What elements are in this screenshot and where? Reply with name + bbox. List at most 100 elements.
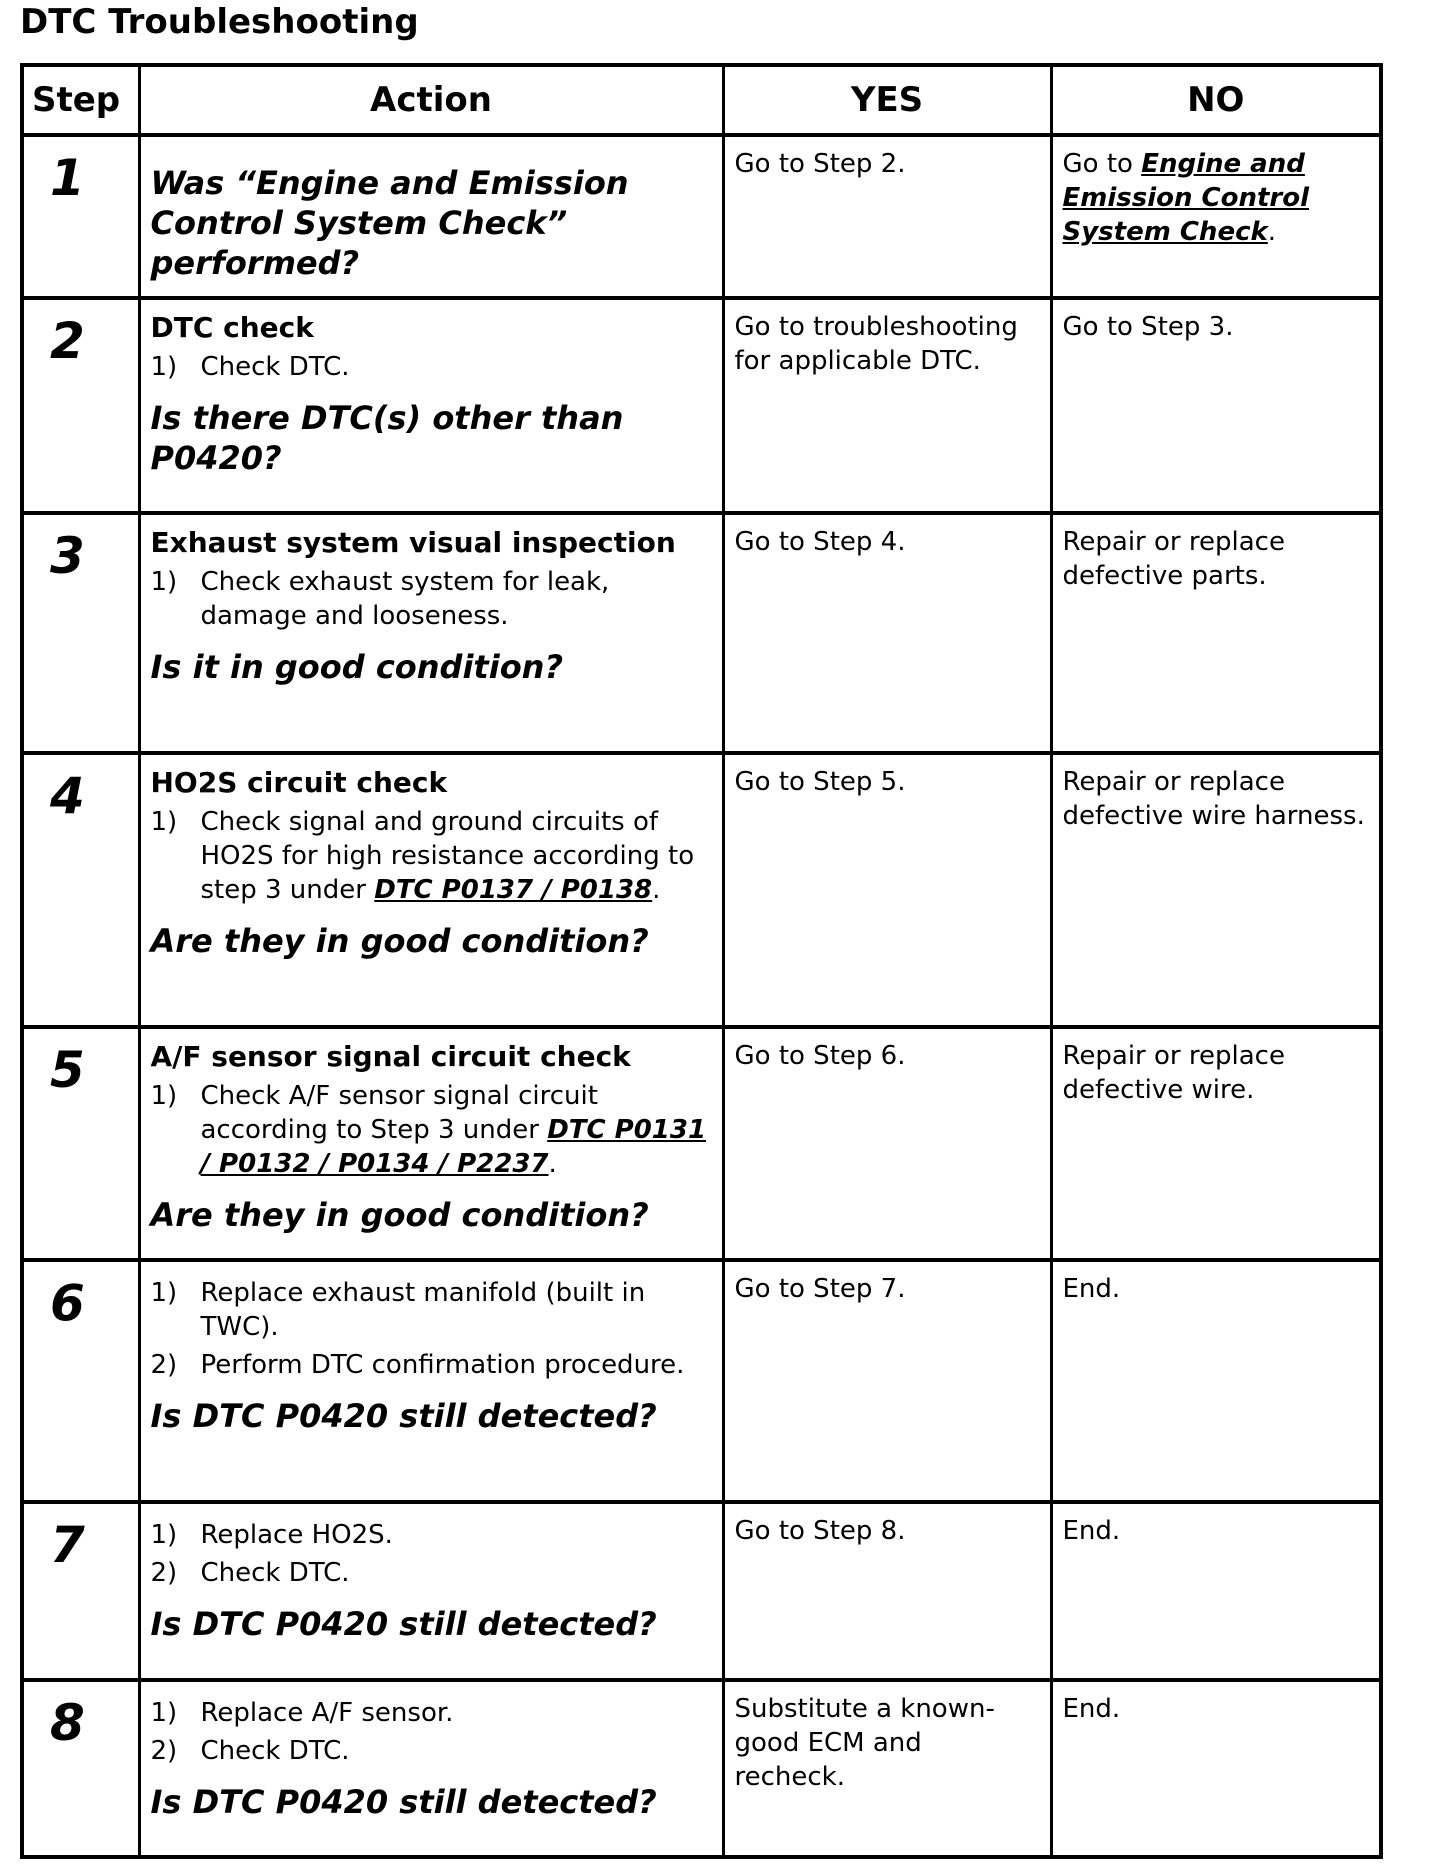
yes-cell: Substitute a known-good ECM and recheck. (721, 1678, 1053, 1859)
item-number: 2) (150, 1736, 178, 1766)
item-text: Check DTC. (201, 1734, 350, 1768)
page-title: DTC Troubleshooting (20, 2, 419, 42)
action-heading: HO2S circuit check (150, 766, 448, 799)
action-cell: 1) Replace exhaust manifold (built in TWC… (137, 1258, 725, 1504)
action-item: 2) Check DTC. (151, 1734, 712, 1768)
no-text: Go to (1062, 149, 1142, 179)
action-heading: Exhaust system visual inspection (150, 526, 676, 559)
header-row: Step Action YES NO (20, 63, 1383, 137)
header-yes: YES (721, 63, 1053, 137)
step-number: 4 (20, 751, 141, 1029)
no-cell: End. (1049, 1258, 1383, 1504)
no-cell: Repair or replace defective wire. (1049, 1025, 1383, 1262)
action-question: Is DTC P0420 still detected? (150, 1783, 657, 1821)
action-question: Was “Engine and Emission Control System … (150, 164, 629, 282)
troubleshooting-table: Step Action YES NO 1 Was “Engine and Emis… (20, 63, 1383, 1859)
table-row: 6 1) Replace exhaust manifold (built in TW… (20, 1258, 1383, 1504)
item-text: Replace HO2S. (201, 1518, 393, 1552)
table-row: 4 HO2S circuit check 1) Check signal and gr… (20, 751, 1383, 1029)
item-number: 1) (150, 352, 178, 382)
header-action: Action (137, 63, 725, 137)
action-question: Are they in good condition? (150, 922, 649, 960)
step-number: 2 (20, 296, 141, 515)
action-cell: Exhaust system visual inspection 1) Check … (137, 511, 725, 755)
item-text: Check exhaust system for leak, damage an… (201, 565, 712, 633)
table-row: 8 1) Replace A/F sensor. 2) Check DTC. Is DTC… (20, 1678, 1383, 1859)
action-question: Is it in good condition? (150, 648, 564, 686)
item-number: 1) (150, 567, 178, 597)
no-cell: End. (1049, 1500, 1383, 1682)
item-text: Perform DTC confirmation procedure. (201, 1348, 685, 1382)
no-cell: End. (1049, 1678, 1383, 1859)
action-question: Is there DTC(s) other than P0420? (150, 399, 624, 477)
yes-cell: Go to Step 4. (721, 511, 1053, 755)
yes-cell: Go to Step 2. (721, 133, 1053, 300)
item-text: Check A/F sensor signal circuit accordin… (201, 1079, 712, 1181)
yes-cell: Go to Step 8. (721, 1500, 1053, 1682)
action-item: 1) Check DTC. (151, 350, 712, 384)
table-row: 5 A/F sensor signal circuit check 1) Check … (20, 1025, 1383, 1262)
item-text: Check DTC. (201, 350, 350, 384)
step-number: 1 (20, 133, 141, 300)
step-number: 6 (20, 1258, 141, 1504)
item-text-body: Check exhaust system for leak, damage an… (200, 567, 610, 631)
item-number: 1) (150, 1278, 178, 1308)
action-item: 1) Replace exhaust manifold (built in TWC… (151, 1276, 712, 1344)
item-text-body: Replace HO2S. (200, 1520, 393, 1550)
yes-cell: Go to troubleshooting for applicable DTC… (721, 296, 1053, 515)
item-number: 2) (150, 1350, 178, 1380)
action-item: 2) Check DTC. (151, 1556, 712, 1590)
action-cell: Was “Engine and Emission Control System … (137, 133, 725, 300)
item-number: 2) (150, 1558, 178, 1588)
action-item: 1) Check signal and ground circuits of HO… (151, 805, 712, 907)
action-item: 2) Perform DTC confirmation procedure. (151, 1348, 712, 1382)
step-number: 3 (20, 511, 141, 755)
item-text: Check signal and ground circuits of HO2S… (201, 805, 712, 907)
item-text-post: . (652, 875, 661, 905)
action-cell: A/F sensor signal circuit check 1) Check A… (137, 1025, 725, 1262)
table-row: 2 DTC check 1) Check DTC. Is there DTC(s) ot… (20, 296, 1383, 515)
header-no: NO (1049, 63, 1383, 137)
action-item: 1) Check exhaust system for leak, damage … (151, 565, 712, 633)
item-number: 1) (150, 1081, 178, 1111)
item-text-body: Check signal and ground circuits of HO2S… (200, 807, 695, 905)
item-text: Replace A/F sensor. (201, 1696, 454, 1730)
table-row: 1 Was “Engine and Emission Control System… (20, 133, 1383, 300)
item-text-body: Perform DTC confirmation procedure. (200, 1350, 685, 1380)
step-number: 5 (20, 1025, 141, 1262)
procedure-link[interactable]: Engine and Emission Control System Check (1062, 149, 1310, 247)
no-cell: Go to Step 3. (1049, 296, 1383, 515)
action-question: Are they in good condition? (150, 1196, 649, 1234)
action-heading: DTC check (150, 311, 314, 344)
item-text-body: Check DTC. (200, 1736, 350, 1766)
item-text-body: Check DTC. (200, 1558, 350, 1588)
item-text: Check DTC. (201, 1556, 350, 1590)
action-cell: DTC check 1) Check DTC. Is there DTC(s) oth… (137, 296, 725, 515)
action-cell: 1) Replace HO2S. 2) Check DTC. Is DTC P0420 … (137, 1500, 725, 1682)
table-row: 3 Exhaust system visual inspection 1) Check… (20, 511, 1383, 755)
header-step: Step (20, 63, 141, 137)
item-number: 1) (150, 1698, 178, 1728)
item-text-body: Check DTC. (200, 352, 350, 382)
item-number: 1) (150, 807, 178, 837)
item-number: 1) (150, 1520, 178, 1550)
action-question: Is DTC P0420 still detected? (150, 1605, 657, 1643)
action-question: Is DTC P0420 still detected? (150, 1397, 657, 1435)
no-cell: Repair or replace defective parts. (1049, 511, 1383, 755)
item-text: Replace exhaust manifold (built in TWC). (201, 1276, 712, 1344)
procedure-link[interactable]: DTC P0131 / P0132 / P0134 / P2237 (200, 1115, 707, 1179)
action-item: 1) Replace A/F sensor. (151, 1696, 712, 1730)
step-number: 8 (20, 1678, 141, 1859)
no-cell: Go to Engine and Emission Control System… (1049, 133, 1383, 300)
no-cell: Repair or replace defective wire harness… (1049, 751, 1383, 1029)
yes-cell: Go to Step 7. (721, 1258, 1053, 1504)
item-text-body: Check A/F sensor signal circuit accordin… (200, 1081, 598, 1145)
procedure-link[interactable]: DTC P0137 / P0138 (374, 875, 653, 905)
item-text-body: Replace A/F sensor. (200, 1698, 454, 1728)
action-item: 1) Check A/F sensor signal circuit accord… (151, 1079, 712, 1181)
no-text-post: . (1267, 217, 1277, 247)
action-heading: A/F sensor signal circuit check (150, 1040, 631, 1073)
action-item: 1) Replace HO2S. (151, 1518, 712, 1552)
item-text-body: Replace exhaust manifold (built in TWC). (200, 1278, 646, 1342)
action-cell: 1) Replace A/F sensor. 2) Check DTC. Is DTC … (137, 1678, 725, 1859)
